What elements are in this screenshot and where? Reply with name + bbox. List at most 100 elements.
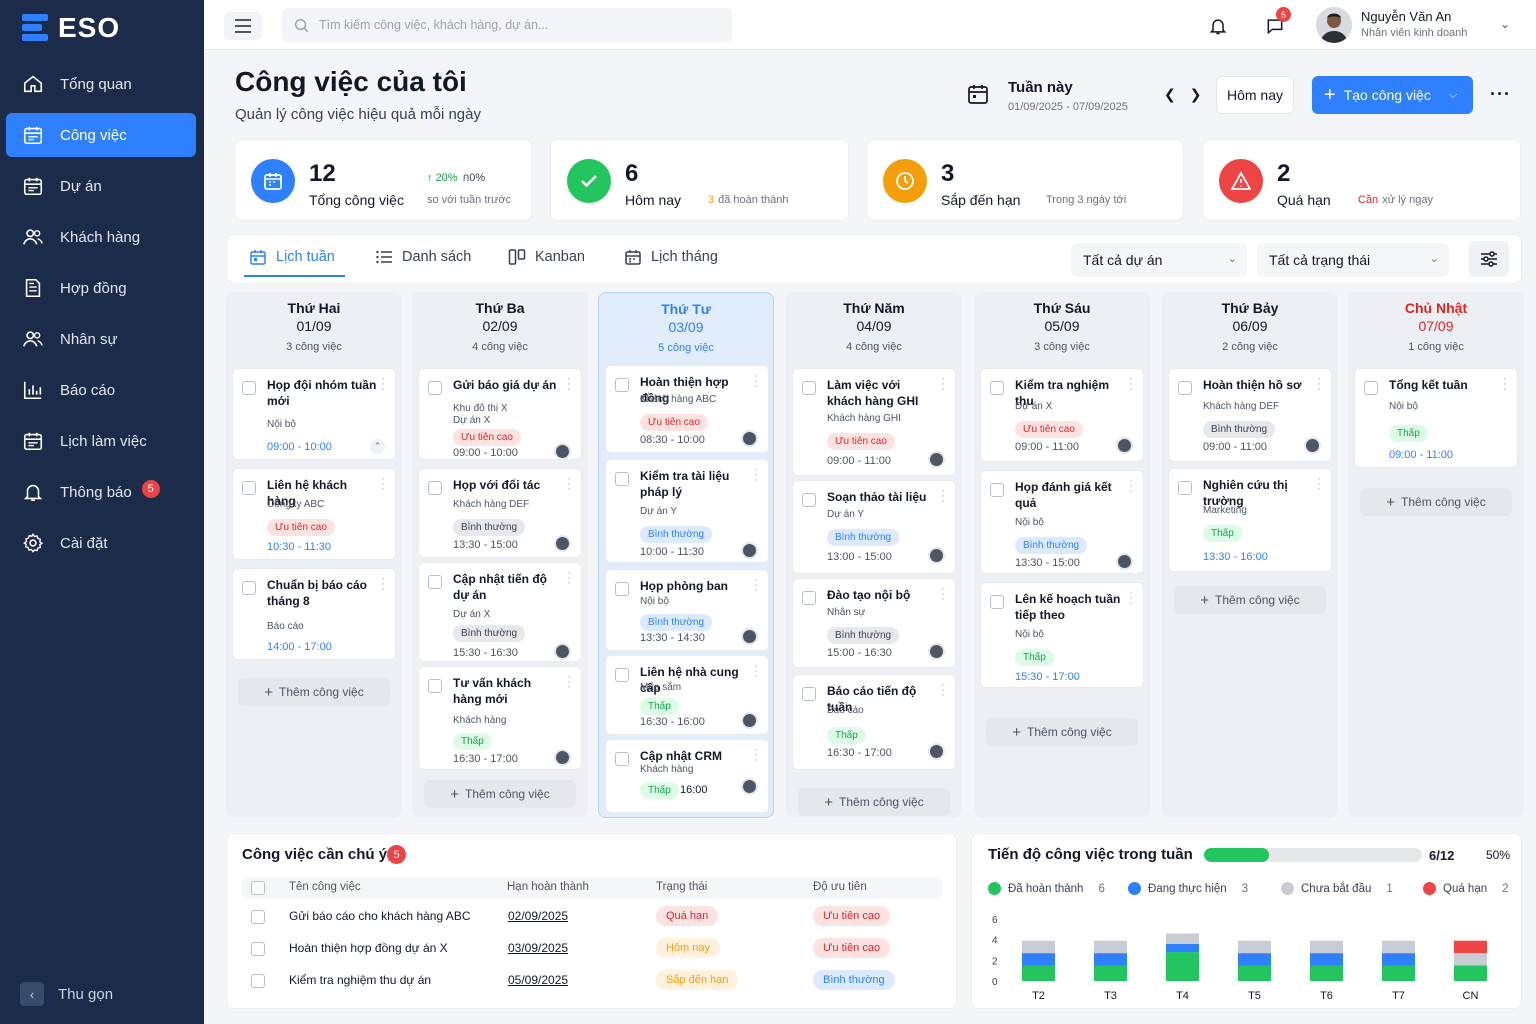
sidebar-item-6[interactable]: Báo cáo (6, 368, 196, 412)
avatar[interactable] (1316, 7, 1352, 43)
task-card[interactable]: Hoàn thiện hồ sơ · · · Khách hàng DEF Bình th… (1168, 368, 1332, 462)
task-card[interactable]: Liên hệ khách hàng · · · Công ty ABC Ưu tiên … (232, 468, 396, 560)
table-row[interactable]: Gửi báo cáo cho khách hàng ABC 02/09/2025… (242, 904, 942, 930)
row-checkbox[interactable] (251, 942, 265, 956)
assignee-avatar[interactable] (741, 712, 758, 729)
more-vertical-icon[interactable]: · · · (941, 485, 945, 507)
add-task-button[interactable]: + Thêm công việc (1174, 586, 1326, 614)
task-card[interactable]: Chuẩn bị báo cáo tháng 8 · · · Báo cáo 14:00 … (232, 568, 396, 660)
task-card[interactable]: Hoàn thiện hợp đồng · · · Khách hàng ABC Ưu t… (605, 365, 769, 453)
assignee-avatar[interactable] (1304, 437, 1321, 454)
task-checkbox[interactable] (242, 381, 256, 395)
more-vertical-icon[interactable]: · · · (754, 370, 758, 392)
expand-icon[interactable]: ⌃ (370, 439, 385, 454)
assignee-avatar[interactable] (554, 749, 571, 766)
chevron-right-icon[interactable]: ❯ (1189, 86, 1202, 102)
today-button[interactable]: Hôm nay (1216, 76, 1294, 114)
table-row[interactable]: Kiểm tra nghiệm thu dự án 05/09/2025 Sắp đ… (242, 968, 942, 994)
task-checkbox[interactable] (1364, 381, 1378, 395)
sidebar-item-3[interactable]: Khách hàng (6, 215, 196, 259)
user-name[interactable]: Nguyễn Văn An (1361, 9, 1452, 24)
menu-toggle-button[interactable] (224, 12, 262, 40)
sidebar-item-0[interactable]: Tổng quan (6, 62, 196, 106)
collapse-button[interactable]: ‹ Thu gọn (20, 982, 113, 1006)
task-card[interactable]: Họp với đối tác · · · Khách hàng DEF Bình thư… (418, 468, 582, 558)
assignee-avatar[interactable] (741, 430, 758, 447)
task-card[interactable]: Lên kế hoạch tuần tiếp theo · · · Nội bộ Thấp… (980, 582, 1144, 688)
assignee-avatar[interactable] (928, 547, 945, 564)
assignee-avatar[interactable] (928, 643, 945, 660)
task-checkbox[interactable] (242, 581, 256, 595)
stat-card[interactable]: 2 Quá hạn Cần xử lý ngay (1202, 139, 1521, 221)
table-row[interactable]: Hoàn thiện hợp đồng dự án X 03/09/2025 Hôm… (242, 936, 942, 962)
more-vertical-icon[interactable]: · · · (754, 744, 758, 766)
tab-danh-sach[interactable]: Danh sách (375, 248, 471, 266)
row-checkbox[interactable] (251, 910, 265, 924)
task-checkbox[interactable] (615, 668, 629, 682)
stat-card[interactable]: 3 Sắp đến hạn Trong 3 ngày tới (866, 139, 1184, 221)
more-vertical-icon[interactable]: · · · (1503, 373, 1507, 395)
filter-settings-button[interactable] (1469, 241, 1509, 277)
more-vertical-icon[interactable]: · · · (567, 473, 571, 495)
select-all-checkbox[interactable] (251, 881, 265, 895)
assignee-avatar[interactable] (554, 535, 571, 552)
assignee-avatar[interactable] (1116, 553, 1133, 570)
task-card[interactable]: Cập nhật tiến độ dự án · · · Dự án X Bình thư… (418, 562, 582, 662)
more-vertical-icon[interactable]: · · · (1317, 373, 1321, 395)
sidebar-item-5[interactable]: Nhân sự (6, 317, 196, 361)
assignee-avatar[interactable] (928, 743, 945, 760)
task-card[interactable]: Tổng kết tuần · · · Nội bộ Thấp 09:00 - 11:00 (1354, 368, 1518, 468)
task-card[interactable]: Họp đội nhóm tuần mới · · · Nội bộ 09:00 - 10… (232, 368, 396, 460)
stat-card[interactable]: 12 Tổng công việc ↑ 20% ก0% so với tuần trướ… (234, 139, 532, 221)
task-checkbox[interactable] (802, 493, 816, 507)
more-vertical-icon[interactable]: · · · (1317, 473, 1321, 495)
task-checkbox[interactable] (802, 687, 816, 701)
assignee-avatar[interactable] (741, 628, 758, 645)
more-vertical-icon[interactable]: · · · (381, 373, 385, 395)
task-card[interactable]: Soạn thảo tài liệu · · · Dự án Y Bình thường 1… (792, 480, 956, 574)
task-checkbox[interactable] (615, 378, 629, 392)
more-vertical-icon[interactable]: · · · (941, 583, 945, 605)
chevron-down-icon[interactable]: ⌄ (1500, 17, 1511, 31)
add-task-button[interactable]: + Thêm công việc (986, 718, 1138, 746)
task-checkbox[interactable] (990, 381, 1004, 395)
task-checkbox[interactable] (428, 575, 442, 589)
task-card[interactable]: Gửi báo giá dự án · · · Khu đô thị X Dự án X Ư… (418, 368, 582, 460)
task-name[interactable]: Kiểm tra nghiệm thu dự án (289, 973, 432, 987)
task-card[interactable]: Làm việc với khách hàng GHI · · · Khách hàng… (792, 368, 956, 476)
task-card[interactable]: Họp phòng ban · · · Nội bộ Bình thường 13:30 -… (605, 569, 769, 651)
task-checkbox[interactable] (1178, 481, 1192, 495)
more-vertical-icon[interactable]: · · · (754, 660, 758, 682)
task-checkbox[interactable] (802, 381, 816, 395)
assignee-avatar[interactable] (1116, 437, 1133, 454)
sidebar-item-2[interactable]: Dự án (6, 164, 196, 208)
logo[interactable]: ESO (22, 12, 120, 44)
task-card[interactable]: Đào tạo nội bộ · · · Nhân sự Bình thường 15:00… (792, 578, 956, 668)
task-name[interactable]: Gửi báo cáo cho khách hàng ABC (289, 909, 471, 923)
assignee-avatar[interactable] (741, 778, 758, 795)
assignee-avatar[interactable] (928, 451, 945, 468)
task-checkbox[interactable] (615, 752, 629, 766)
tab-lich-thang[interactable]: Lịch tháng (624, 248, 718, 266)
add-task-button[interactable]: + Thêm công việc (238, 678, 390, 706)
task-checkbox[interactable] (428, 679, 442, 693)
task-card[interactable]: Kiểm tra tài liệu pháp lý · · · Dự án Y Bình … (605, 459, 769, 563)
create-task-button[interactable]: + Tạo công việc ⌵ (1312, 76, 1473, 114)
task-checkbox[interactable] (1178, 381, 1192, 395)
sidebar-item-8[interactable]: Thông báo 5 (6, 470, 196, 514)
task-checkbox[interactable] (615, 582, 629, 596)
stat-card[interactable]: 6 Hôm nay 3 đã hoàn thành (550, 139, 849, 221)
task-checkbox[interactable] (802, 591, 816, 605)
sidebar-item-4[interactable]: Hợp đồng (6, 266, 196, 310)
add-task-button[interactable]: + Thêm công việc (1360, 488, 1512, 516)
task-checkbox[interactable] (615, 472, 629, 486)
task-checkbox[interactable] (428, 481, 442, 495)
tab-kanban[interactable]: Kanban (508, 248, 585, 266)
task-checkbox[interactable] (242, 481, 256, 495)
more-vertical-icon[interactable]: · · · (754, 464, 758, 486)
chat-button[interactable]: 5 (1259, 7, 1291, 42)
notification-button[interactable] (1202, 10, 1234, 42)
assignee-avatar[interactable] (741, 542, 758, 559)
task-checkbox[interactable] (990, 483, 1004, 497)
sidebar-item-1[interactable]: Công việc (6, 113, 196, 157)
